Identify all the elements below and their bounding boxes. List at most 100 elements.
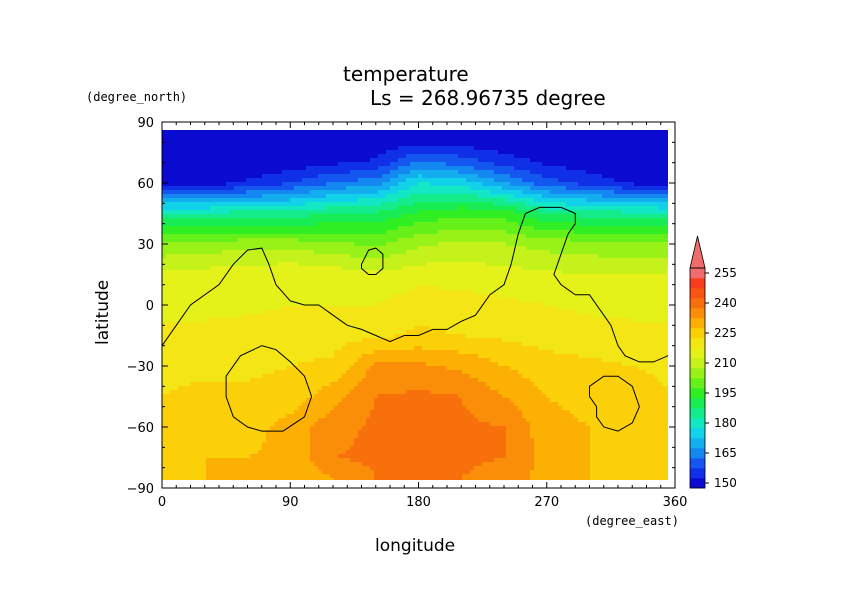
field-cell <box>298 290 303 295</box>
field-cell <box>338 150 343 155</box>
field-cell <box>238 382 243 387</box>
field-cell <box>186 278 191 283</box>
field-cell <box>286 234 291 239</box>
field-cell <box>194 330 199 335</box>
field-cell <box>382 254 387 259</box>
field-cell <box>214 426 219 431</box>
field-cell <box>318 138 323 143</box>
field-cell <box>370 406 375 411</box>
field-cell <box>170 450 175 455</box>
field-cell <box>198 466 203 471</box>
field-cell <box>326 390 331 395</box>
field-cell <box>250 406 255 411</box>
field-cell <box>334 390 339 395</box>
field-cell <box>186 298 191 303</box>
field-cell <box>194 238 199 243</box>
field-cell <box>266 462 271 467</box>
field-cell <box>298 322 303 327</box>
field-cell <box>170 406 175 411</box>
field-cell <box>206 182 211 187</box>
field-cell <box>350 390 355 395</box>
field-cell <box>330 258 335 263</box>
field-cell <box>194 250 199 255</box>
field-cell <box>214 454 219 459</box>
field-cell <box>174 470 179 475</box>
field-cell <box>226 250 231 255</box>
field-cell <box>182 282 187 287</box>
field-cell <box>214 430 219 435</box>
field-cell <box>174 170 179 175</box>
field-cell <box>266 470 271 475</box>
field-cell <box>270 390 275 395</box>
field-cell <box>378 290 383 295</box>
field-cell <box>206 398 211 403</box>
field-cell <box>294 390 299 395</box>
field-cell <box>286 222 291 227</box>
field-cell <box>198 458 203 463</box>
field-cell <box>182 326 187 331</box>
field-cell <box>374 238 379 243</box>
field-cell <box>190 370 195 375</box>
field-cell <box>238 266 243 271</box>
field-cell <box>298 350 303 355</box>
field-cell <box>222 378 227 383</box>
field-cell <box>274 190 279 195</box>
field-cell <box>362 422 367 427</box>
field-cell <box>354 438 359 443</box>
field-cell <box>362 186 367 191</box>
field-cell <box>334 358 339 363</box>
field-cell <box>322 214 327 219</box>
field-cell <box>310 422 315 427</box>
field-cell <box>206 158 211 163</box>
field-cell <box>162 438 167 443</box>
field-cell <box>318 294 323 299</box>
field-cell <box>194 414 199 419</box>
field-cell <box>306 310 311 315</box>
field-cell <box>350 130 355 135</box>
field-cell <box>226 386 231 391</box>
field-cell <box>346 290 351 295</box>
field-cell <box>214 250 219 255</box>
field-cell <box>266 166 271 171</box>
field-cell <box>242 282 247 287</box>
field-cell <box>162 250 167 255</box>
field-cell <box>358 294 363 299</box>
field-cell <box>202 398 207 403</box>
field-cell <box>202 230 207 235</box>
field-cell <box>262 142 267 147</box>
field-cell <box>234 414 239 419</box>
field-cell <box>346 286 351 291</box>
field-cell <box>198 294 203 299</box>
field-cell <box>290 166 295 171</box>
field-cell <box>322 202 327 207</box>
field-cell <box>310 278 315 283</box>
field-cell <box>386 326 391 331</box>
field-cell <box>314 370 319 375</box>
field-cell <box>198 202 203 207</box>
field-cell <box>250 258 255 263</box>
field-cell <box>278 250 283 255</box>
field-cell <box>334 414 339 419</box>
field-cell <box>178 458 183 463</box>
field-cell <box>250 150 255 155</box>
field-cell <box>382 138 387 143</box>
field-cell <box>162 174 167 179</box>
field-cell <box>182 474 187 479</box>
field-cell <box>290 346 295 351</box>
field-cell <box>310 274 315 279</box>
field-cell <box>166 314 171 319</box>
field-cell <box>302 170 307 175</box>
field-cell <box>194 266 199 271</box>
field-cell <box>258 318 263 323</box>
field-cell <box>282 474 287 479</box>
field-cell <box>210 322 215 327</box>
field-cell <box>306 442 311 447</box>
field-cell <box>194 270 199 275</box>
field-cell <box>210 474 215 479</box>
field-cell <box>314 402 319 407</box>
field-cell <box>234 138 239 143</box>
field-cell <box>274 442 279 447</box>
field-cell <box>246 338 251 343</box>
field-cell <box>386 238 391 243</box>
field-cell <box>290 322 295 327</box>
